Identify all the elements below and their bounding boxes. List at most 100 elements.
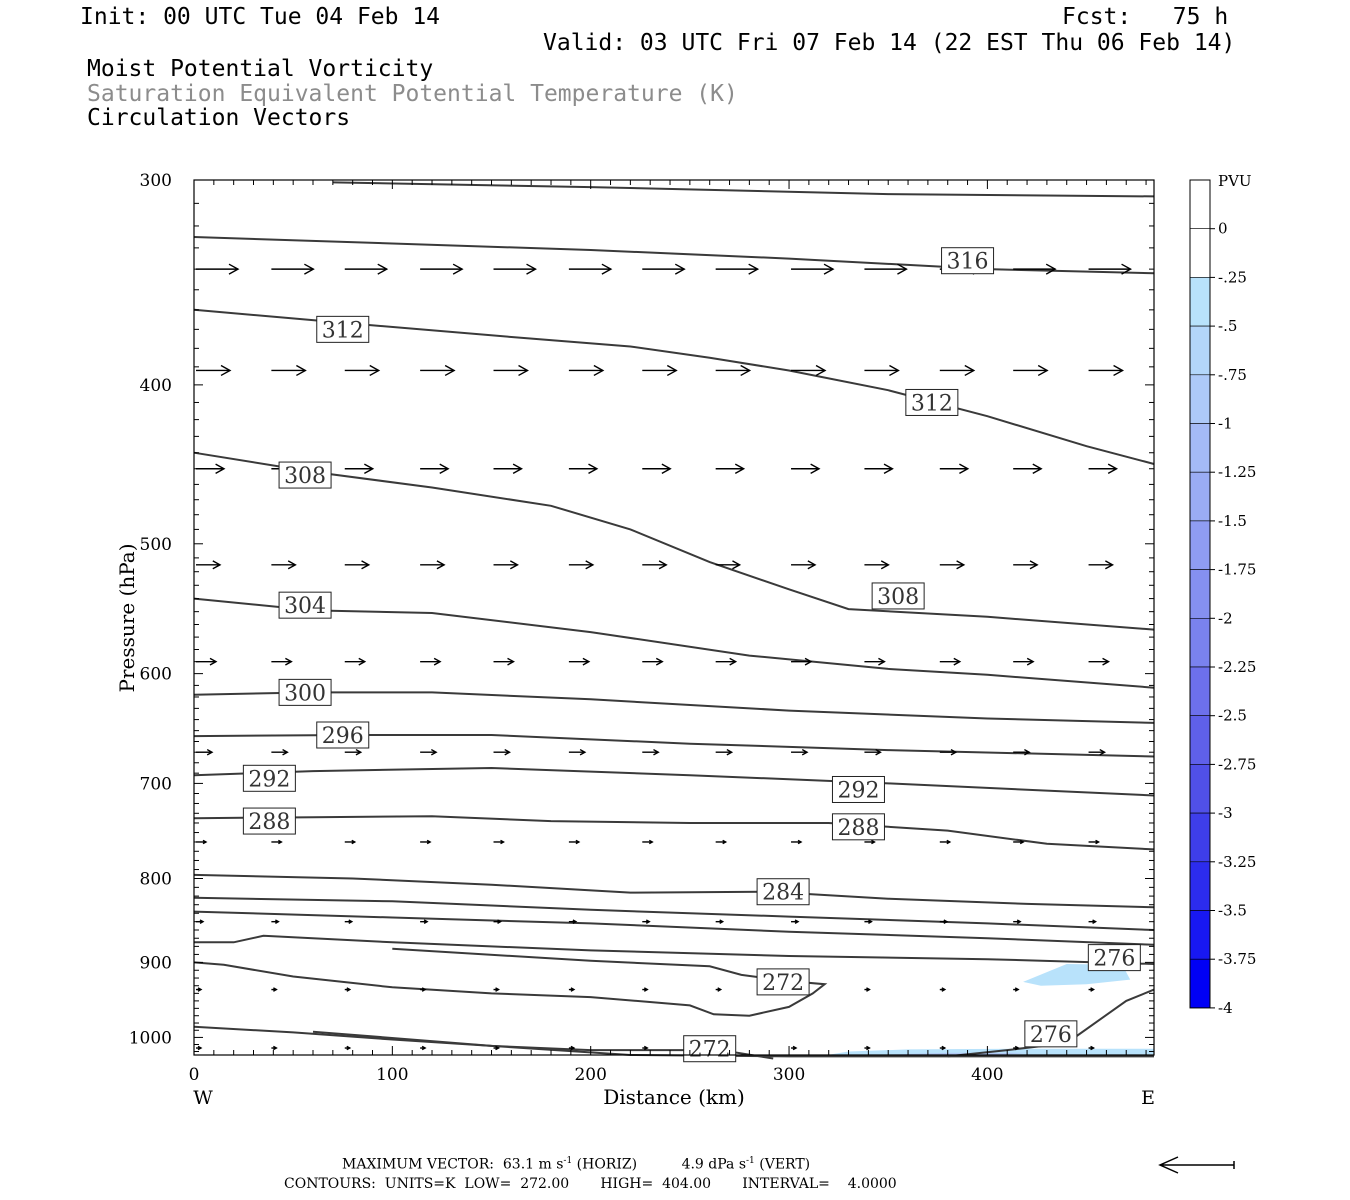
circulation-vector [715, 987, 723, 992]
circulation-vector [344, 1045, 352, 1051]
circulation-vector [344, 560, 371, 570]
forecast-hour: Fcst: 75 h [1062, 4, 1229, 30]
theta-es-contour [193, 896, 1155, 931]
colorbar-label: -2 [1218, 609, 1233, 627]
circulation-vector [864, 560, 890, 570]
colorbar-cell [1189, 569, 1211, 619]
colorbar-label: -3.75 [1218, 950, 1256, 968]
colorbar-frame [1189, 179, 1211, 1009]
init-time: Init: 00 UTC Tue 04 Feb 14 [80, 4, 441, 30]
circulation-vector [344, 839, 357, 845]
contour-label-box [831, 775, 885, 803]
circulation-vector [791, 657, 813, 666]
colorbar-label: -2.5 [1218, 707, 1247, 725]
circulation-vector [568, 364, 605, 377]
circulation-vector [344, 919, 354, 924]
circulation-vector [642, 839, 654, 845]
circulation-vector [864, 1045, 871, 1051]
circulation-vector [196, 560, 222, 570]
valid-time: Valid: 03 UTC Fri 07 Feb 14 (22 EST Thu … [543, 30, 1236, 56]
contour-label: 308 [877, 585, 919, 610]
circulation-vector [642, 263, 686, 275]
circulation-vector [1088, 364, 1125, 377]
colorbar-label: -.25 [1218, 268, 1247, 286]
circulation-vector [568, 919, 578, 924]
circulation-vector [271, 919, 280, 924]
circulation-vector [271, 748, 289, 756]
x-tick-label: 0 [189, 1065, 200, 1085]
circulation-vector [420, 987, 427, 992]
circulation-vector [493, 657, 515, 666]
circulation-vector [791, 263, 835, 275]
circulation-vector [568, 560, 595, 570]
circulation-vector [1088, 463, 1119, 474]
circulation-vector [493, 987, 500, 992]
contour-label-box [316, 721, 370, 749]
theta-es-contour [193, 766, 1155, 797]
circulation-vector [864, 463, 894, 474]
colorbar-cell [1189, 277, 1211, 327]
circulation-vector [715, 560, 742, 570]
circulation-vector [344, 987, 352, 992]
circulation-vector [791, 839, 803, 845]
circulation-vector [939, 839, 952, 845]
reference-vector-arrow [1158, 1156, 1235, 1174]
circulation-vector [791, 748, 809, 756]
circulation-vector [420, 560, 446, 570]
circulation-vector [196, 364, 232, 377]
circulation-vector [493, 364, 529, 377]
circulation-vector [344, 748, 363, 756]
colorbar-cell [1189, 423, 1211, 473]
circulation-vector [715, 463, 746, 474]
circulation-vector [493, 1045, 500, 1051]
circulation-vector [196, 1045, 203, 1051]
x-tick-label: 100 [376, 1065, 408, 1085]
circulation-vector [1013, 657, 1035, 666]
circulation-vector [715, 657, 738, 666]
circulation-vector [1013, 560, 1039, 570]
colorbar-cell [1189, 325, 1211, 376]
circulation-vector [271, 1045, 278, 1051]
colorbar-cell [1189, 861, 1211, 911]
theta-es-contour [193, 691, 1155, 724]
theta-es-contour [193, 308, 1155, 465]
circulation-vector [1013, 839, 1025, 845]
circulation-vector [939, 560, 966, 570]
circulation-vector [1013, 263, 1057, 275]
colorbar-cell [1189, 666, 1211, 717]
y-tick-label: 700 [140, 774, 172, 794]
contour-label: 272 [762, 971, 804, 996]
circulation-vector [715, 748, 734, 756]
contour-label-box [871, 582, 925, 610]
theta-es-contour [193, 873, 1155, 909]
contour-label-box [1024, 1020, 1078, 1048]
contour-label: 300 [284, 681, 326, 706]
x-tick-label: 300 [773, 1065, 805, 1085]
y-tick-label: 800 [140, 870, 172, 890]
circulation-vector [568, 657, 591, 666]
circulation-vector [939, 748, 958, 756]
circulation-vector [420, 1045, 427, 1051]
circulation-vector [1013, 987, 1020, 992]
field-title-vectors: Circulation Vectors [87, 105, 351, 131]
colorbar-cell [1189, 520, 1211, 570]
circulation-vector [1088, 839, 1101, 845]
colorbar-cell [1189, 617, 1211, 668]
colorbar-cell [1189, 764, 1211, 814]
circulation-vector [864, 657, 886, 666]
circulation-vector [344, 364, 381, 377]
circulation-vector [1013, 1045, 1020, 1051]
colorbar-label: -1.25 [1218, 463, 1256, 481]
circulation-vector [939, 364, 976, 377]
contour-label: 284 [762, 881, 804, 906]
colorbar-label: 0 [1218, 220, 1228, 238]
theta-es-contour [332, 181, 1155, 198]
circulation-vector [642, 987, 649, 992]
circulation-vector [1013, 919, 1022, 924]
circulation-vector [715, 364, 752, 377]
circulation-vector [493, 839, 505, 845]
contour-label-box [278, 591, 332, 619]
west-label: W [193, 1087, 213, 1109]
colorbar-label: -3.5 [1218, 902, 1247, 920]
